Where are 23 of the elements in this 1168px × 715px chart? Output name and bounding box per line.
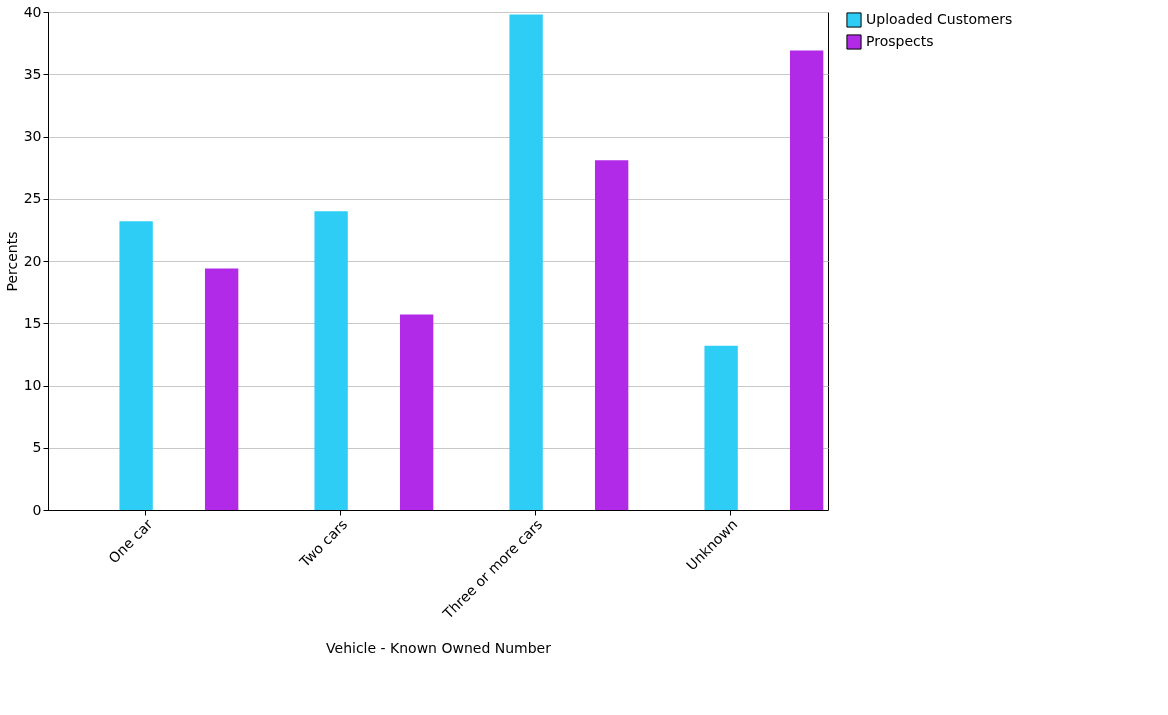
y-tick-label: 5 (32, 439, 42, 456)
y-tick-label: 35 (23, 65, 42, 82)
legend-label: Prospects (866, 33, 934, 49)
bar (704, 345, 738, 510)
x-tick-label: One car (105, 515, 156, 567)
y-tick-label: 20 (23, 252, 42, 269)
x-axis-title: Vehicle - Known Owned Number (326, 639, 552, 656)
bar (314, 211, 348, 510)
bar (789, 50, 824, 510)
bar (399, 314, 434, 510)
bar (594, 160, 629, 510)
y-axis-title: Percents (3, 231, 20, 292)
bar (204, 268, 239, 510)
x-tick-label: Two cars (295, 516, 351, 571)
y-tick-label: 30 (23, 128, 42, 144)
y-tick-label: 0 (32, 501, 42, 518)
y-tick-label: 15 (23, 314, 42, 331)
legend-label: Uploaded Customers (866, 11, 1013, 27)
y-tick-label: 10 (23, 377, 42, 393)
bar (509, 14, 543, 510)
bar (119, 221, 153, 510)
y-tick-label: 40 (23, 3, 42, 20)
y-tick-label: 25 (23, 190, 42, 207)
